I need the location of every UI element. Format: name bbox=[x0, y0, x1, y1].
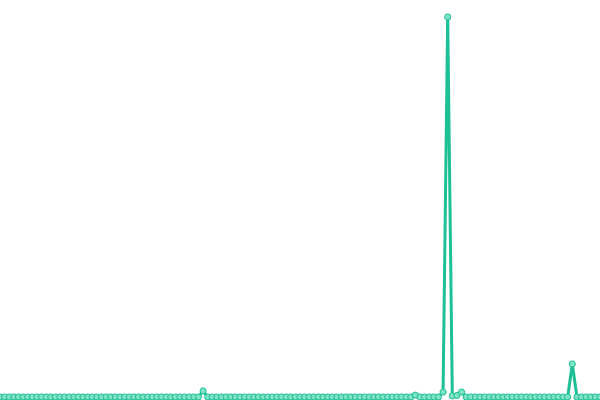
point bbox=[444, 13, 452, 21]
point bbox=[596, 393, 600, 400]
point bbox=[458, 388, 466, 396]
line bbox=[0, 15, 600, 399]
point bbox=[564, 393, 572, 400]
point bbox=[439, 388, 447, 396]
point bbox=[453, 391, 461, 399]
point bbox=[434, 393, 442, 400]
point bbox=[568, 360, 576, 368]
point bbox=[194, 393, 202, 400]
point bbox=[199, 387, 207, 395]
